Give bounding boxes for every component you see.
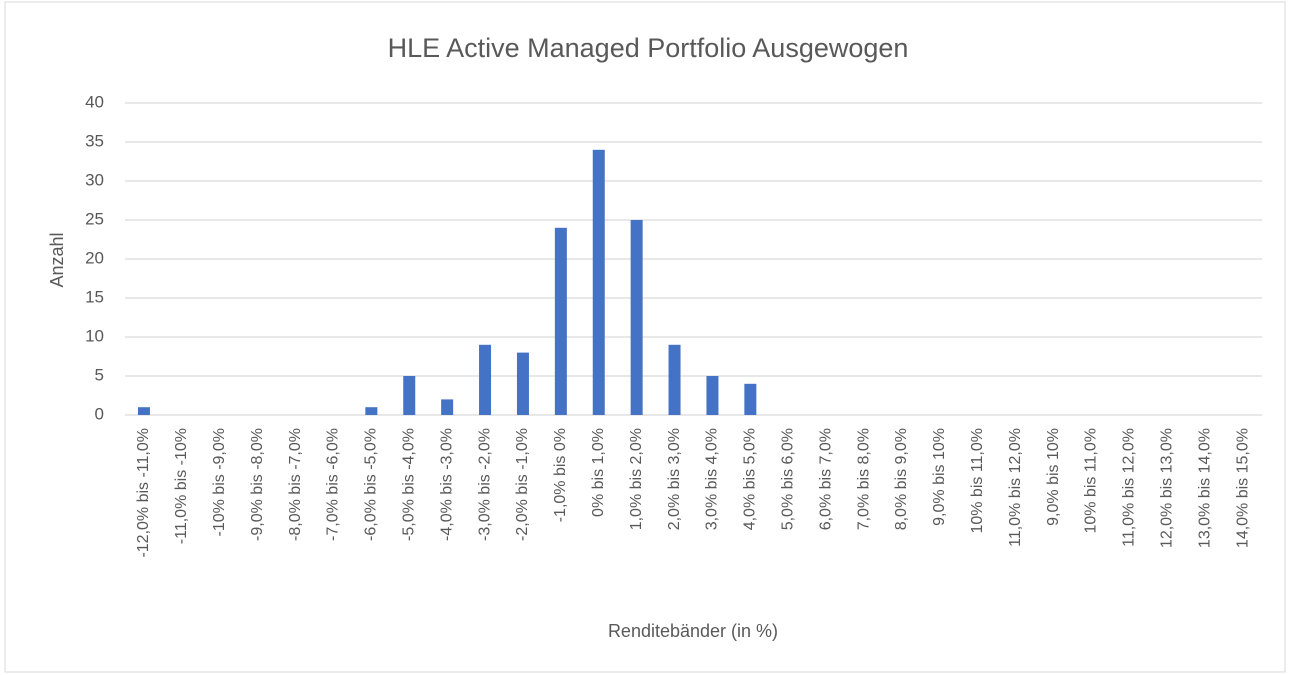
x-tick-label: 12,0% bis 13,0% [1158,428,1175,548]
bar [592,149,605,416]
bar [744,383,757,415]
x-tick-label: -1,0% bis 0% [552,428,569,522]
bar [706,376,719,415]
x-tick-label: -3,0% bis -2,0% [476,428,493,541]
y-tick-label: 25 [85,209,104,228]
x-tick-label: 2,0% bis 3,0% [666,428,683,530]
x-tick-label: 3,0% bis 4,0% [704,428,721,530]
x-tick-label: -7,0% bis -6,0% [325,428,342,541]
bar [516,352,529,415]
y-axis-title: Anzahl [47,232,67,287]
y-tick-label: 35 [85,131,104,150]
y-tick-label: 5 [95,365,104,384]
x-tick-label: -12,0% bis -11,0% [135,428,152,558]
x-tick-label: -11,0% bis -10% [173,428,190,544]
y-tick-label: 0 [95,404,104,423]
x-tick-label: 0% bis 1,0% [590,428,607,517]
x-tick-label: 1,0% bis 2,0% [628,428,645,530]
x-tick-label: 6,0% bis 7,0% [817,428,834,530]
bar [403,376,416,415]
bar [441,399,454,415]
x-tick-label: -5,0% bis -4,0% [400,428,417,541]
x-tick-label: 10% bis 11,0% [969,428,986,534]
bar [137,407,150,415]
x-tick-label: -6,0% bis -5,0% [363,428,380,541]
x-tick-label: -10% bis -9,0% [211,428,228,537]
x-tick-label: -9,0% bis -8,0% [249,428,266,541]
y-tick-label: 30 [85,170,104,189]
x-tick-label: 9,0% bis 10% [1045,428,1062,526]
x-tick-label: -2,0% bis -1,0% [514,428,531,541]
x-tick-label: 13,0% bis 14,0% [1196,428,1213,548]
bar [365,407,378,415]
x-tick-label: 5,0% bis 6,0% [779,428,796,530]
bar [668,344,681,415]
x-tick-label: 11,0% bis 12,0% [1121,428,1138,547]
y-tick-label: 40 [85,92,104,111]
y-tick-label: 20 [85,248,104,267]
x-tick-label: 9,0% bis 10% [931,428,948,526]
bar [479,344,492,415]
x-tick-label: 14,0% bis 15,0% [1234,428,1251,548]
x-tick-label: 4,0% bis 5,0% [742,428,759,530]
y-tick-label: 15 [85,287,104,306]
x-axis-title: Renditebänder (in %) [608,621,778,641]
bar [630,220,643,415]
x-tick-label: 11,0% bis 12,0% [1007,428,1024,547]
x-tick-label: -4,0% bis -3,0% [438,428,455,541]
x-tick-label: 7,0% bis 8,0% [855,428,872,530]
x-tick-label: -8,0% bis -7,0% [287,428,304,541]
chart-title: HLE Active Managed Portfolio Ausgewogen [388,33,909,63]
x-tick-label: 10% bis 11,0% [1083,428,1100,534]
y-tick-label: 10 [85,326,104,345]
x-tick-label: 8,0% bis 9,0% [893,428,910,530]
bar [554,227,567,415]
